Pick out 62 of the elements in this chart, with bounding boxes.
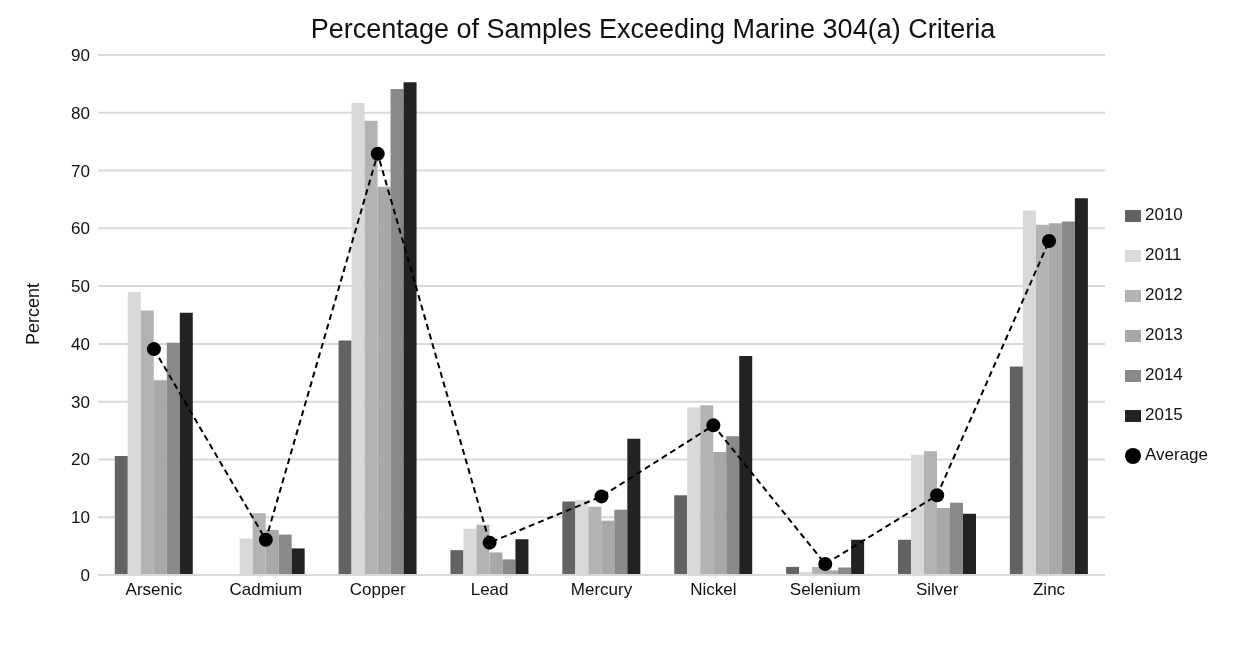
legend-label: 2011 bbox=[1144, 245, 1182, 264]
y-tick-label: 70 bbox=[71, 161, 90, 181]
point bbox=[146, 342, 161, 357]
bar bbox=[502, 559, 516, 575]
bar bbox=[674, 495, 688, 575]
bar bbox=[949, 502, 963, 575]
x-tick-label: Lead bbox=[470, 580, 509, 600]
bar bbox=[114, 455, 128, 575]
bar bbox=[562, 501, 576, 575]
legend-label: 2012 bbox=[1144, 285, 1183, 304]
y-tick-label: 80 bbox=[71, 103, 90, 123]
bar bbox=[166, 342, 180, 575]
y-tick-label: 50 bbox=[71, 277, 90, 297]
bar bbox=[515, 539, 529, 575]
bar bbox=[614, 509, 628, 575]
y-tick-label: 20 bbox=[71, 450, 90, 470]
bar bbox=[962, 513, 976, 575]
x-tick-label: Copper bbox=[349, 580, 406, 600]
x-tick-label: Selenium bbox=[789, 580, 861, 600]
bar bbox=[1074, 198, 1088, 575]
chart-title: Percentage of Samples Exceeding Marine 304(a) Criteria bbox=[309, 14, 997, 45]
bar bbox=[450, 550, 464, 575]
point bbox=[818, 557, 833, 572]
bar bbox=[278, 534, 292, 575]
y-axis-title: Percent bbox=[23, 282, 44, 345]
bar bbox=[390, 89, 404, 575]
bar bbox=[338, 340, 352, 575]
bar bbox=[739, 356, 753, 575]
y-tick-label: 30 bbox=[71, 392, 90, 412]
y-tick-label: 90 bbox=[71, 46, 90, 66]
x-tick-label: Zinc bbox=[1032, 580, 1066, 600]
x-tick-label: Arsenic bbox=[125, 580, 183, 600]
bar bbox=[1009, 366, 1023, 575]
y-tick-label: 0 bbox=[80, 566, 90, 586]
legend-label: 2015 bbox=[1144, 405, 1183, 424]
legend-label: Average bbox=[1144, 445, 1208, 464]
point bbox=[258, 532, 273, 547]
legend-label: 2013 bbox=[1144, 325, 1183, 344]
x-tick-label: Cadmium bbox=[229, 580, 303, 600]
bar bbox=[1061, 221, 1075, 575]
legend-label: 2014 bbox=[1144, 365, 1183, 384]
y-tick-label: 40 bbox=[71, 334, 90, 354]
bar bbox=[627, 438, 641, 575]
y-tick-label: 60 bbox=[71, 219, 90, 239]
y-tick-label: 10 bbox=[71, 508, 90, 528]
point bbox=[482, 535, 497, 550]
bar bbox=[851, 539, 865, 575]
point bbox=[706, 418, 721, 433]
x-tick-label: Silver bbox=[915, 580, 959, 600]
x-tick-label: Mercury bbox=[570, 580, 633, 600]
bar bbox=[897, 539, 911, 575]
bar bbox=[726, 436, 740, 575]
bar bbox=[838, 567, 852, 575]
legend-label: 2010 bbox=[1144, 205, 1183, 224]
point bbox=[370, 146, 385, 161]
bar bbox=[291, 548, 305, 575]
point bbox=[930, 488, 945, 503]
x-tick-label: Nickel bbox=[690, 580, 737, 600]
bar bbox=[179, 312, 193, 575]
point bbox=[1042, 234, 1057, 249]
point bbox=[594, 489, 609, 504]
bar bbox=[403, 82, 417, 575]
